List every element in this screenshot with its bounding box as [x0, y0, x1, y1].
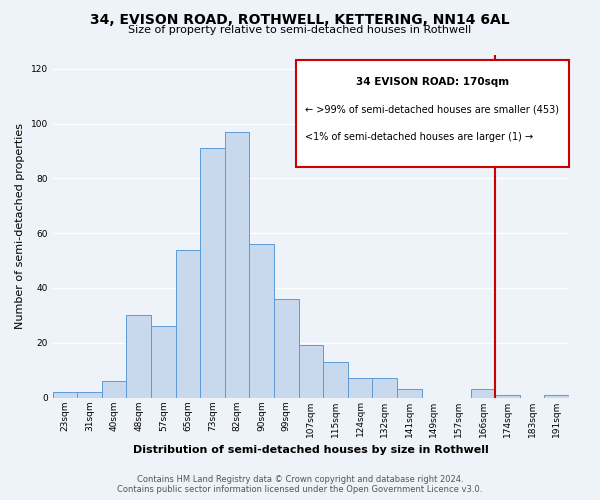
Y-axis label: Number of semi-detached properties: Number of semi-detached properties	[15, 124, 25, 330]
Bar	[397, 390, 422, 398]
Text: ← >99% of semi-detached houses are smaller (453): ← >99% of semi-detached houses are small…	[305, 105, 559, 115]
Bar	[495, 395, 520, 398]
Bar	[373, 378, 397, 398]
Bar	[53, 392, 77, 398]
Bar	[470, 390, 495, 398]
Bar	[77, 392, 102, 398]
Text: Contains HM Land Registry data © Crown copyright and database right 2024.
Contai: Contains HM Land Registry data © Crown c…	[118, 474, 482, 494]
Bar	[250, 244, 274, 398]
Bar	[151, 326, 176, 398]
Bar	[274, 299, 299, 398]
Bar	[176, 250, 200, 398]
Text: <1% of semi-detached houses are larger (1) →: <1% of semi-detached houses are larger (…	[305, 132, 533, 142]
Text: 34, EVISON ROAD, ROTHWELL, KETTERING, NN14 6AL: 34, EVISON ROAD, ROTHWELL, KETTERING, NN…	[90, 12, 510, 26]
Bar	[102, 381, 127, 398]
Bar	[127, 316, 151, 398]
Text: Size of property relative to semi-detached houses in Rothwell: Size of property relative to semi-detach…	[128, 25, 472, 35]
Bar	[348, 378, 373, 398]
Text: 34 EVISON ROAD: 170sqm: 34 EVISON ROAD: 170sqm	[356, 78, 509, 88]
Bar	[225, 132, 250, 398]
Bar	[299, 346, 323, 398]
Bar	[323, 362, 348, 398]
FancyBboxPatch shape	[296, 60, 569, 168]
Bar	[544, 395, 569, 398]
Bar	[200, 148, 225, 398]
X-axis label: Distribution of semi-detached houses by size in Rothwell: Distribution of semi-detached houses by …	[133, 445, 489, 455]
